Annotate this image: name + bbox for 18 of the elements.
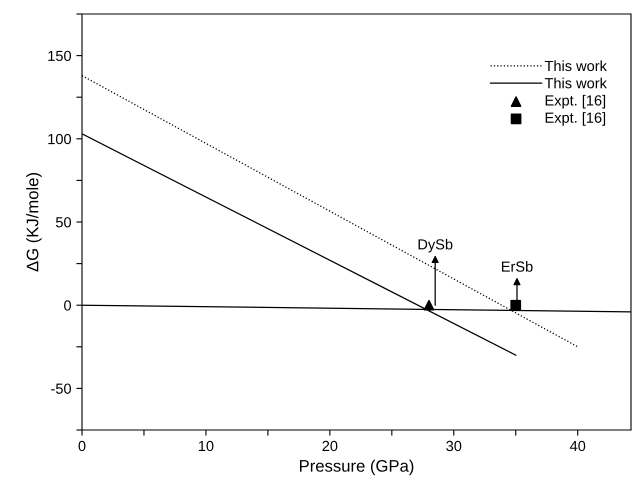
x-tick-label: 0 xyxy=(78,440,86,452)
x-tick-label: 20 xyxy=(322,440,338,452)
legend-label: Expt. [16] xyxy=(546,112,606,126)
y-tick-label: 50 xyxy=(56,217,72,228)
x-axis-title: Pressure (GPa) xyxy=(300,460,414,476)
x-tick-label: 30 xyxy=(446,440,462,452)
y-tick-label: 100 xyxy=(48,134,72,144)
y-tick-label: -50 xyxy=(51,384,72,394)
annotation: ErSb xyxy=(502,261,533,272)
y-tick-label: 0 xyxy=(64,300,72,311)
x-tick-label: 40 xyxy=(570,440,586,452)
annotation: DySb xyxy=(418,238,452,252)
y-tick-label: 150 xyxy=(48,50,72,62)
legend-label: Expt. [16] xyxy=(546,94,606,108)
legend-label: This work xyxy=(544,60,607,72)
legend-label: This work xyxy=(544,78,607,88)
x-tick-label: 10 xyxy=(198,440,214,452)
y-axis-title: ΔG (KJ/mole) xyxy=(26,173,42,272)
